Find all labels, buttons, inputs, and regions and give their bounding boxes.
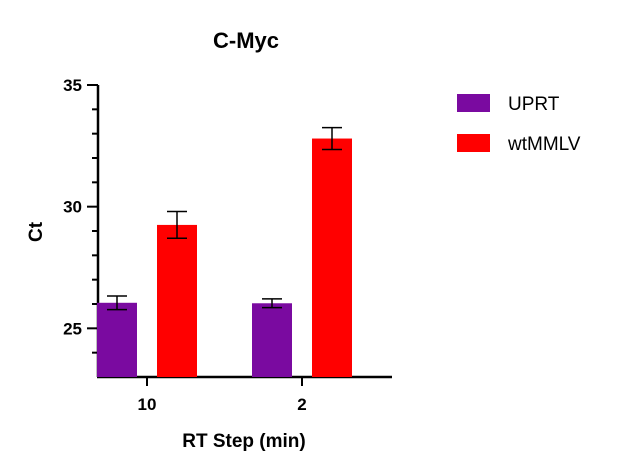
bar-uprt-10 bbox=[97, 302, 137, 377]
y-tick-label: 30 bbox=[63, 198, 82, 217]
x-tick-label: 2 bbox=[297, 395, 306, 414]
x-axis-label: RT Step (min) bbox=[182, 431, 306, 452]
y-axis-label: Ct bbox=[26, 221, 47, 242]
legend-label-wtmmlv: wtMMLV bbox=[507, 134, 581, 155]
bar-uprt-2 bbox=[252, 303, 292, 377]
legend: UPRT wtMMLV bbox=[457, 94, 581, 155]
y-tick-label: 25 bbox=[63, 319, 82, 338]
y-axis: 25 30 35 bbox=[63, 76, 100, 377]
bars bbox=[97, 138, 352, 377]
bar-wtmmlv-10 bbox=[157, 224, 197, 377]
y-tick-label: 35 bbox=[63, 76, 82, 95]
legend-swatch-uprt bbox=[457, 94, 490, 112]
chart-title: C-Myc bbox=[213, 28, 279, 53]
x-axis: 10 2 bbox=[97, 375, 392, 414]
error-bars bbox=[107, 126, 342, 311]
legend-swatch-wtmmlv bbox=[457, 134, 490, 152]
x-tick-label: 10 bbox=[138, 395, 157, 414]
legend-label-uprt: UPRT bbox=[508, 94, 560, 115]
bar-wtmmlv-2 bbox=[312, 138, 352, 377]
